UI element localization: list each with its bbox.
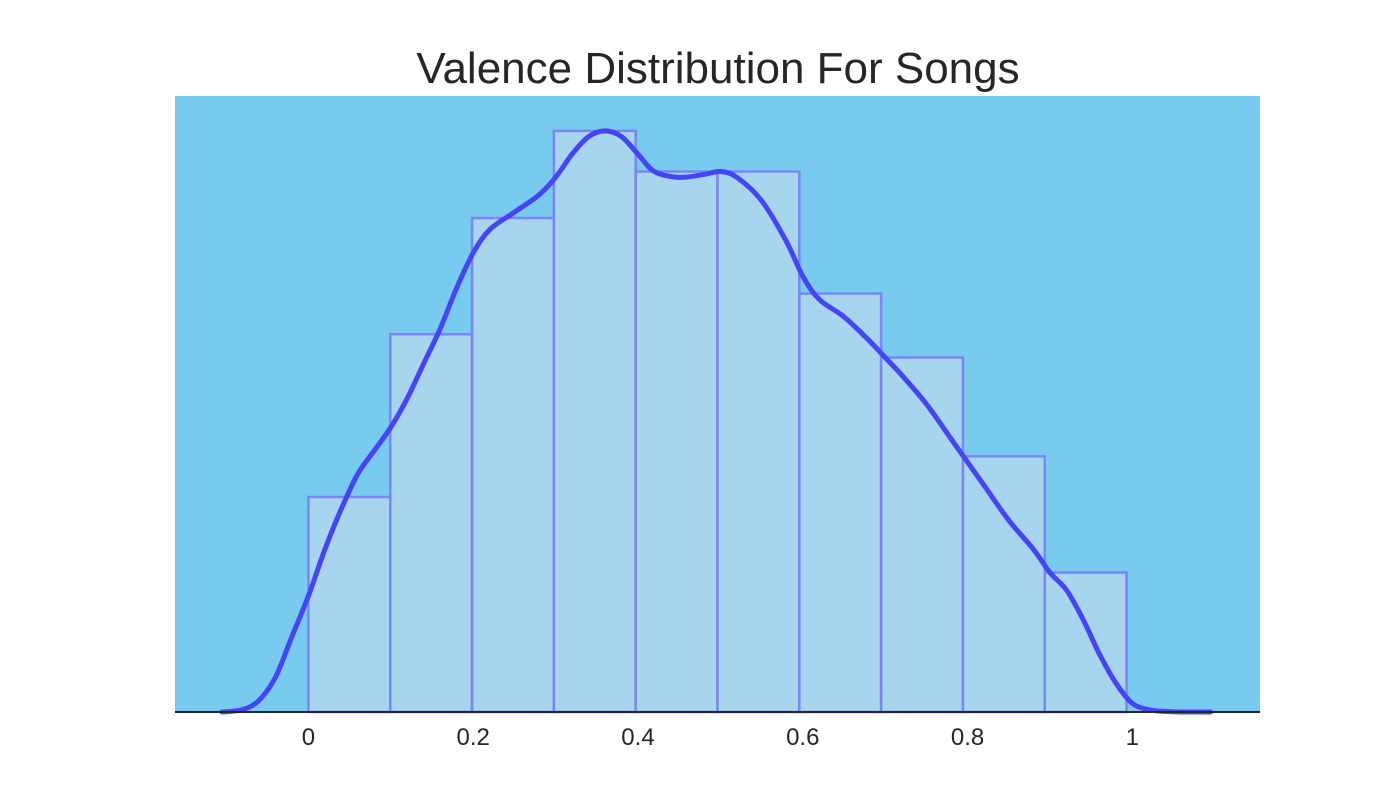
x-tick-label: 0.4	[621, 724, 654, 751]
x-tick-label: 1	[1126, 724, 1139, 751]
histogram-bar	[470, 216, 556, 714]
x-axis-ticks: 0 0.2 0.4 0.6 0.8 1	[302, 724, 1139, 751]
histogram-bar	[634, 170, 719, 714]
histogram-bar	[1043, 571, 1128, 714]
histogram-bar	[389, 333, 474, 714]
kde-curve	[219, 128, 1214, 715]
x-tick-label: 0	[302, 724, 315, 751]
histogram-bar	[307, 495, 392, 714]
chart-title: Valence Distribution For Songs	[416, 44, 1020, 93]
x-tick-label: 0.8	[951, 724, 984, 751]
histogram-bar	[961, 455, 1046, 714]
histogram-bar	[552, 129, 637, 714]
x-tick-label: 0.2	[457, 724, 490, 751]
histogram-bar	[798, 292, 883, 714]
x-tick-label: 0.6	[786, 724, 819, 751]
histogram-bar	[879, 356, 965, 714]
histogram-bar	[716, 170, 801, 714]
